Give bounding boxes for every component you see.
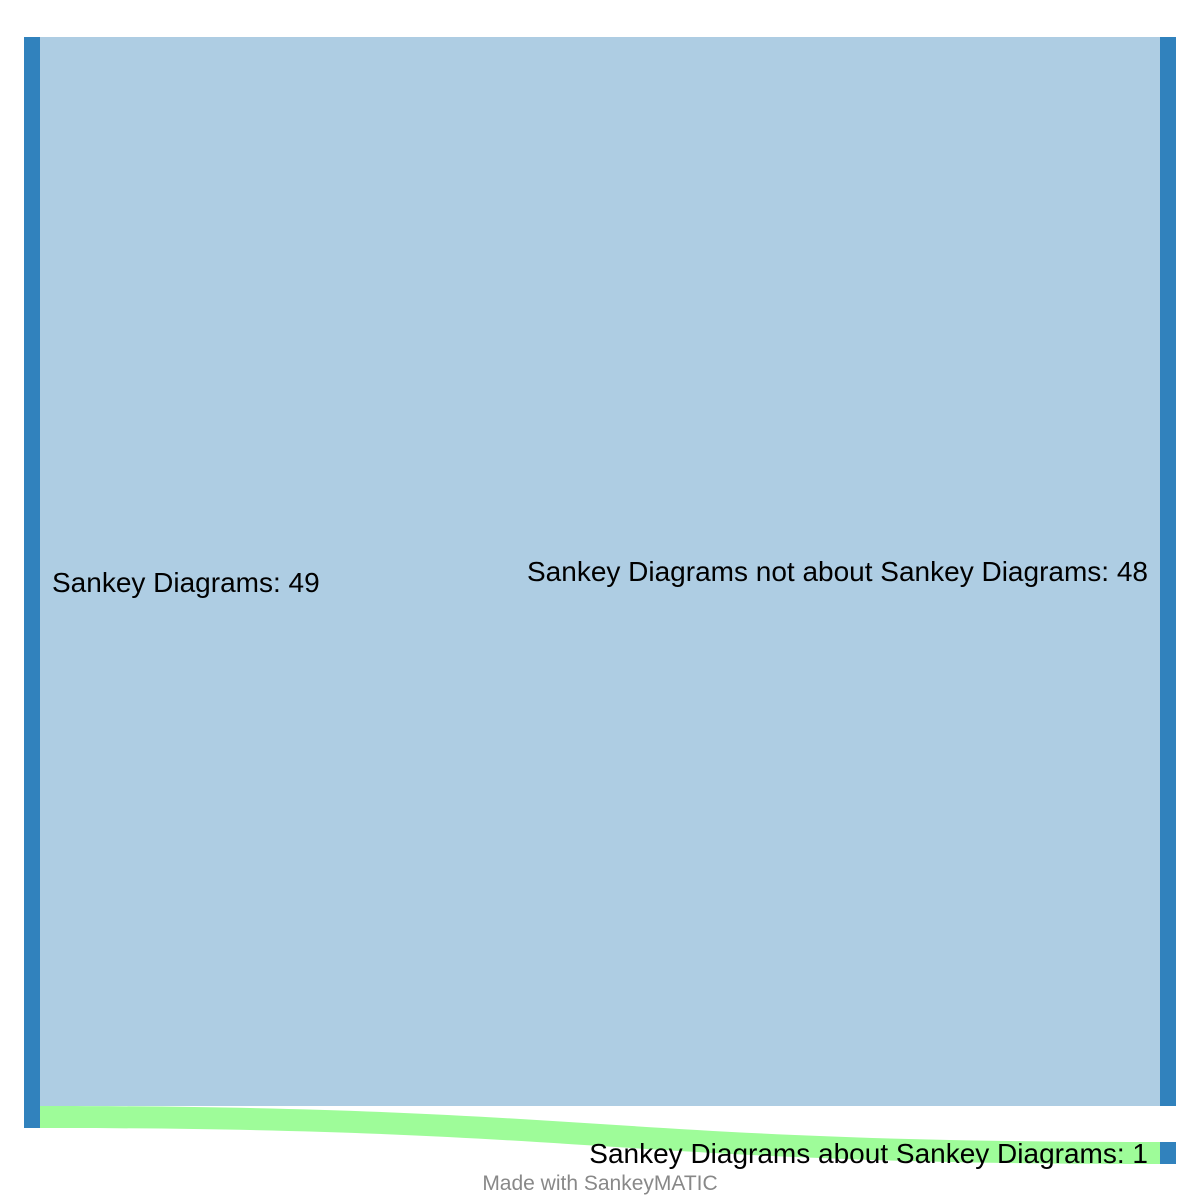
node-label-not-about-sankey-diagrams: Sankey Diagrams not about Sankey Diagram… (527, 556, 1148, 587)
link-sankey-to-about (40, 1106, 1160, 1164)
node-label-about-sankey-diagrams: Sankey Diagrams about Sankey Diagrams: 1 (589, 1138, 1148, 1169)
node-sankey-diagrams[interactable] (24, 37, 40, 1128)
node-label-sankey-diagrams: Sankey Diagrams: 49 (52, 567, 320, 598)
link-sankey-to-not-about (40, 37, 1160, 1106)
node-not-about-sankey-diagrams[interactable] (1160, 37, 1176, 1106)
credit-text: Made with SankeyMATIC (482, 1172, 717, 1195)
node-about-sankey-diagrams[interactable] (1160, 1142, 1176, 1164)
